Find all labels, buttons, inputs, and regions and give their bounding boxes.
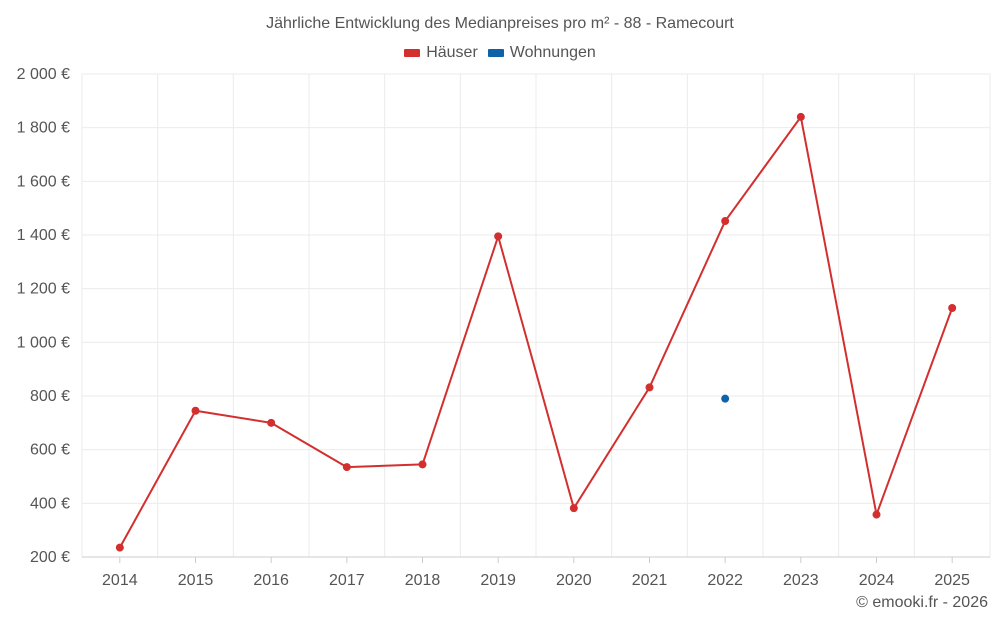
y-tick-label: 1 000 € xyxy=(17,334,70,351)
y-tick-label: 1 200 € xyxy=(17,281,70,298)
y-tick-label: 2 000 € xyxy=(17,66,70,83)
data-point-apartments xyxy=(721,394,730,403)
x-tick-label: 2022 xyxy=(707,572,743,589)
legend-label-houses: Häuser xyxy=(426,44,478,61)
y-tick-label: 1 600 € xyxy=(17,173,70,190)
data-point-houses xyxy=(872,510,881,519)
x-tick-label: 2020 xyxy=(556,572,592,589)
x-tick-label: 2016 xyxy=(253,572,289,589)
x-tick-label: 2024 xyxy=(859,572,895,589)
y-tick-label: 600 € xyxy=(30,442,70,459)
legend-item-apartments[interactable]: Wohnungen xyxy=(487,44,596,62)
x-tick-label: 2014 xyxy=(102,572,138,589)
x-tick-label: 2018 xyxy=(405,572,441,589)
data-point-houses xyxy=(115,543,124,552)
y-tick-label: 800 € xyxy=(30,388,70,405)
x-tick-label: 2021 xyxy=(632,572,668,589)
chart-title: Jährliche Entwicklung des Medianpreises … xyxy=(266,15,734,32)
legend-swatch-houses xyxy=(404,49,421,57)
legend-label-apartments: Wohnungen xyxy=(509,44,596,61)
copyright-footer: © emooki.fr - 2026 xyxy=(856,594,988,611)
data-point-houses xyxy=(342,463,351,472)
x-tick-label: 2015 xyxy=(178,572,214,589)
y-tick-label: 200 € xyxy=(30,549,70,566)
legend-item-houses[interactable]: Häuser xyxy=(404,44,478,62)
data-point-houses xyxy=(569,504,578,513)
x-tick-label: 2025 xyxy=(934,572,970,589)
data-point-houses xyxy=(721,217,730,226)
data-point-houses xyxy=(494,232,503,241)
data-point-houses xyxy=(267,418,276,427)
y-tick-label: 400 € xyxy=(30,495,70,512)
x-tick-label: 2017 xyxy=(329,572,365,589)
data-point-houses xyxy=(948,303,957,312)
data-point-houses xyxy=(796,112,805,121)
y-tick-label: 1 800 € xyxy=(17,120,70,137)
x-tick-label: 2023 xyxy=(783,572,819,589)
y-tick-label: 1 400 € xyxy=(17,227,70,244)
series-line-houses xyxy=(118,115,954,549)
legend-swatch-apartments xyxy=(487,49,504,57)
data-point-houses xyxy=(191,406,200,415)
data-point-houses xyxy=(645,383,654,392)
legend: Häuser Wohnungen xyxy=(0,44,1000,62)
data-point-houses xyxy=(418,460,427,469)
x-tick-label: 2019 xyxy=(480,572,516,589)
